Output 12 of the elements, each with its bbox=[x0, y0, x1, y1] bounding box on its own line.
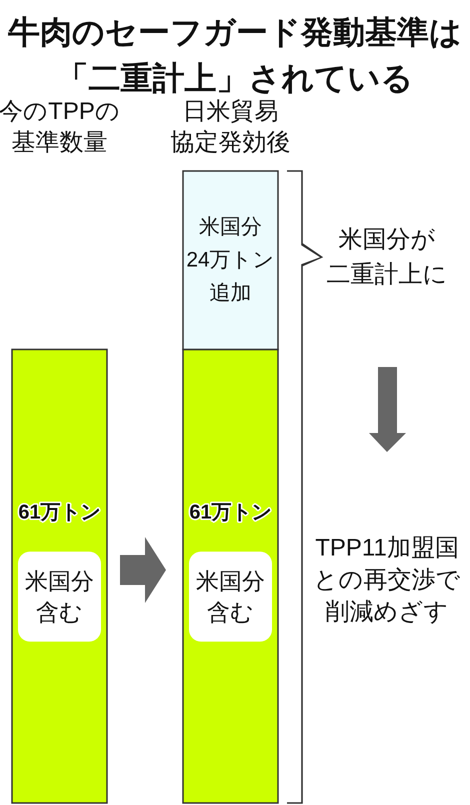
annotation: 米国分含む bbox=[196, 568, 265, 626]
annotation: 米国分含む bbox=[189, 552, 272, 642]
value-label: 61万トン bbox=[189, 502, 272, 524]
title: 牛肉のセーフガード発動基準は「二重計上」されている bbox=[8, 14, 462, 96]
category: 日米貿易協定発効後 bbox=[170, 98, 290, 156]
category: 今のTPPの基準数量 bbox=[0, 98, 120, 156]
annotation: TPP11加盟国との再交渉で削減めざす bbox=[314, 534, 460, 626]
annotation: 米国分含む bbox=[25, 568, 94, 626]
value-label: 米国分24万トン追加 bbox=[186, 216, 275, 305]
value-label: 61万トン bbox=[18, 502, 101, 524]
annotation: 米国分含む bbox=[18, 552, 101, 642]
annotation: 米国分が二重計上に bbox=[326, 226, 448, 288]
